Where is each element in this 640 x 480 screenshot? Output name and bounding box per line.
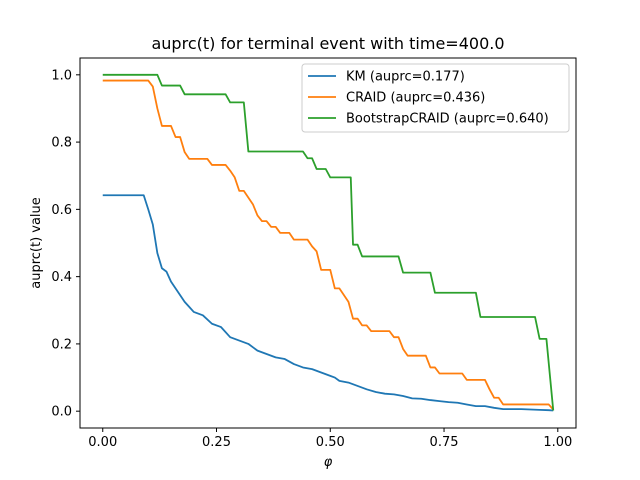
- y-axis-ticks: 0.0 0.2 0.4 0.6 0.8 1.0: [51, 68, 80, 420]
- legend: KM (auprc=0.177) CRAID (auprc=0.436) Boots…: [301, 63, 570, 133]
- series-line-0: [102, 194, 554, 412]
- legend-label-1: CRAID (auprc=0.436): [346, 91, 485, 106]
- y-tick-label: 0.2: [51, 337, 72, 352]
- x-axis-label: φ: [324, 455, 333, 470]
- x-tick-label: 0.50: [316, 435, 345, 450]
- x-axis-ticks: 0.00 0.25 0.50 0.75 1.00: [88, 428, 572, 450]
- legend-label-2: BootstrapCRAID (auprc=0.640): [346, 112, 549, 127]
- x-tick-label: 0.00: [88, 435, 117, 450]
- legend-label-0: KM (auprc=0.177): [346, 70, 465, 85]
- chart-title: auprc(t) for terminal event with time=40…: [151, 34, 504, 53]
- series-layer: [102, 73, 555, 412]
- legend-box: [301, 63, 570, 133]
- y-tick-label: 0.4: [51, 270, 72, 285]
- x-tick-label: 0.25: [202, 435, 231, 450]
- y-tick-label: 0.0: [51, 405, 72, 420]
- series-line-2: [102, 73, 555, 411]
- plot-frame: [79, 57, 577, 429]
- y-tick-label: 0.8: [51, 136, 72, 151]
- x-tick-label: 0.75: [430, 435, 459, 450]
- y-tick-label: 0.6: [51, 203, 72, 218]
- y-tick-label: 1.0: [51, 68, 72, 83]
- series-line-1: [102, 79, 554, 411]
- y-axis-label: auprc(t) value: [29, 197, 44, 289]
- x-tick-label: 1.00: [543, 435, 572, 450]
